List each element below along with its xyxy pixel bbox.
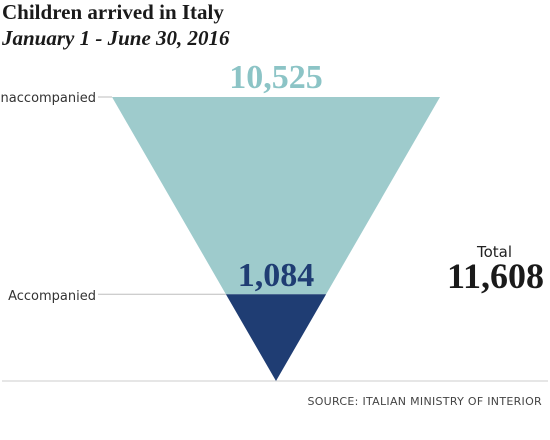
unaccompanied-segment	[112, 97, 440, 295]
accompanied-value-label: 1,084	[238, 257, 315, 294]
chart-subtitle: January 1 - June 30, 2016	[2, 26, 230, 50]
unaccompanied-category-label: Unaccompanied	[0, 91, 96, 106]
total-value: 11,608	[447, 256, 544, 296]
chart-title: Children arrived in Italy	[2, 0, 224, 24]
unaccompanied-value-label: 10,525	[229, 59, 323, 96]
total-label: Total	[476, 243, 512, 261]
accompanied-segment	[225, 294, 327, 381]
source-note: SOURCE: ITALIAN MINISTRY OF INTERIOR	[307, 395, 542, 408]
accompanied-category-label: Accompanied	[8, 289, 96, 304]
